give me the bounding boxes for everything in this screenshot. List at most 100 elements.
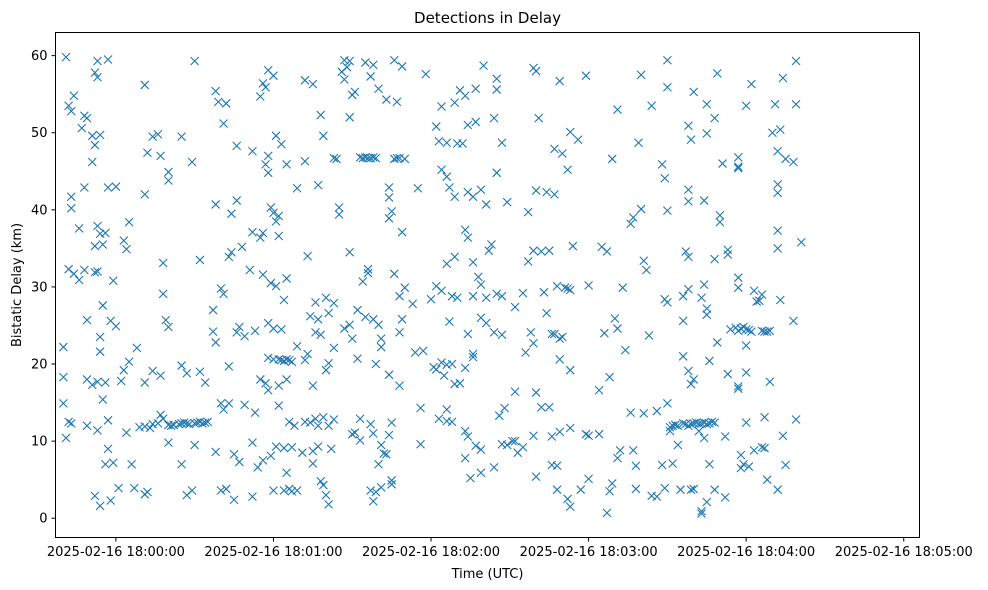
data-point — [531, 472, 541, 481]
data-point — [463, 432, 473, 441]
data-point — [468, 291, 478, 301]
data-point — [565, 127, 575, 137]
data-point — [342, 62, 352, 72]
data-point — [392, 153, 402, 163]
data-point — [702, 310, 712, 320]
data-point — [321, 293, 331, 303]
data-point — [529, 338, 538, 348]
data-point — [93, 377, 102, 387]
data-point — [93, 267, 102, 276]
data-point — [274, 381, 284, 391]
data-point — [187, 486, 197, 495]
data-point — [684, 196, 693, 206]
data-point — [620, 345, 630, 355]
data-point — [66, 192, 76, 202]
data-point — [663, 55, 672, 65]
data-point — [476, 445, 486, 454]
data-point — [699, 433, 709, 443]
data-point — [366, 419, 376, 429]
data-point — [248, 438, 257, 448]
data-point — [397, 314, 407, 324]
data-point — [95, 130, 105, 140]
data-point — [668, 459, 678, 468]
data-point — [778, 73, 788, 83]
data-point — [660, 483, 670, 493]
data-point — [227, 247, 236, 257]
data-point — [227, 209, 236, 219]
data-point — [452, 293, 462, 303]
data-point — [258, 456, 268, 465]
y-tick-label: 20 — [31, 358, 48, 373]
data-point — [276, 324, 286, 334]
data-point — [563, 494, 572, 504]
data-point — [726, 324, 735, 334]
data-point — [584, 431, 593, 441]
data-point — [279, 295, 289, 305]
data-point — [555, 334, 565, 343]
data-point — [605, 372, 615, 382]
data-point — [568, 241, 578, 251]
data-point — [392, 97, 402, 107]
data-point — [224, 398, 234, 408]
data-point — [316, 330, 326, 340]
data-point — [702, 419, 712, 429]
data-point — [397, 227, 407, 237]
data-point — [705, 459, 714, 469]
data-point — [290, 421, 299, 431]
data-point — [271, 131, 281, 141]
data-point — [287, 442, 297, 452]
data-point — [274, 231, 284, 241]
data-point — [177, 459, 186, 469]
data-point — [733, 384, 743, 394]
data-point — [502, 440, 512, 450]
data-point — [240, 400, 249, 410]
data-point — [318, 412, 328, 422]
data-point — [796, 237, 806, 247]
data-point — [216, 486, 226, 495]
data-point — [426, 294, 436, 304]
data-point — [565, 365, 575, 375]
data-point — [531, 388, 541, 397]
data-point — [79, 183, 89, 192]
data-point — [253, 462, 263, 472]
data-point — [329, 415, 339, 424]
data-point — [219, 119, 228, 128]
data-point — [791, 99, 801, 109]
y-axis-label: Bistatic Delay (km) — [10, 223, 25, 347]
data-point — [198, 419, 207, 428]
data-point — [363, 264, 373, 274]
data-point — [103, 183, 113, 192]
data-point — [481, 293, 491, 303]
data-point — [484, 246, 494, 256]
data-point — [657, 460, 667, 470]
x-tick-label: 2025-02-16 18:04:00 — [677, 545, 815, 560]
data-point — [339, 75, 349, 84]
data-point — [345, 56, 355, 66]
data-point — [347, 429, 357, 439]
data-point — [497, 138, 507, 148]
data-point — [773, 485, 783, 495]
data-point — [90, 491, 100, 501]
data-point — [689, 87, 699, 97]
data-point — [108, 276, 118, 286]
data-point — [542, 308, 551, 318]
data-point — [122, 244, 131, 254]
data-point — [497, 291, 507, 301]
data-point — [631, 484, 641, 494]
data-point — [200, 418, 210, 428]
data-point — [234, 457, 244, 467]
data-point — [681, 247, 691, 256]
data-point — [114, 483, 123, 493]
data-point — [258, 228, 268, 238]
data-point — [789, 157, 798, 167]
data-point — [416, 439, 425, 449]
data-point — [240, 331, 249, 341]
data-point — [363, 268, 373, 278]
data-point — [376, 342, 386, 352]
data-point — [710, 485, 720, 495]
data-point — [127, 459, 137, 469]
data-point — [195, 255, 205, 265]
data-point — [421, 69, 431, 79]
data-point — [765, 326, 775, 336]
data-point — [274, 211, 284, 221]
